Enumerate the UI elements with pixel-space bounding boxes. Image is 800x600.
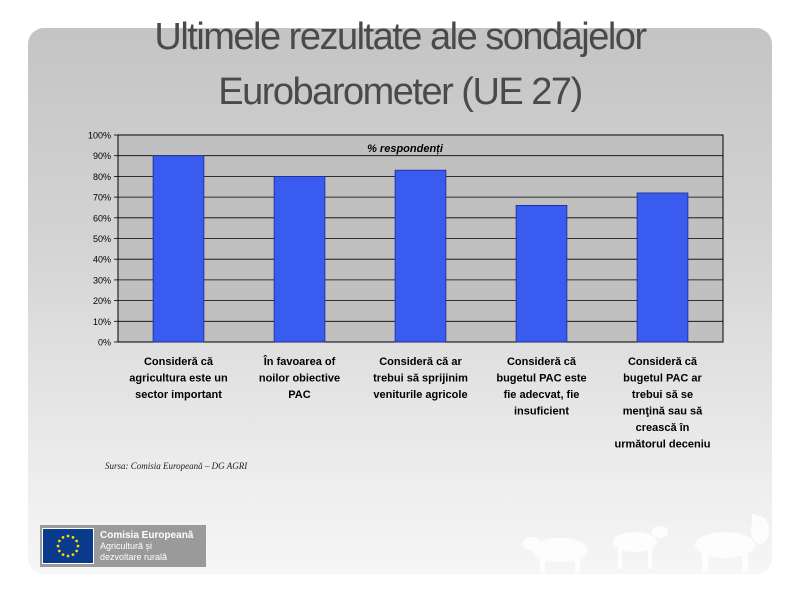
page-title: Ultimele rezultate ale sondajelor Euroba… xyxy=(0,10,800,120)
y-tick-label: 90% xyxy=(93,151,111,161)
source-note: Sursa: Comisia Europeană – DG AGRI xyxy=(105,461,248,471)
y-tick-label: 70% xyxy=(93,193,111,203)
bar-series xyxy=(152,155,689,343)
y-tick-label: 40% xyxy=(93,255,111,265)
y-tick-label: 100% xyxy=(88,131,111,141)
x-category-label: Consideră că bugetul PAC ar trebui să se me… xyxy=(615,356,711,451)
y-tick-label: 0% xyxy=(98,338,111,348)
y-tick-label: 60% xyxy=(93,213,111,223)
eu-star-icon xyxy=(75,539,79,543)
bar xyxy=(152,155,205,343)
eu-star-icon xyxy=(66,534,70,538)
y-tick-label: 30% xyxy=(93,275,111,285)
logo-dept-1: Agricultură și xyxy=(100,540,153,551)
eu-star-icon xyxy=(71,535,75,539)
eu-star-icon xyxy=(75,549,79,553)
y-tick-label: 80% xyxy=(93,172,111,182)
eu-star-icon xyxy=(66,554,70,558)
farm-animals-silhouette xyxy=(523,514,769,573)
bar xyxy=(515,204,568,343)
logo-org: Comisia Europeană xyxy=(100,529,194,541)
y-tick-label: 50% xyxy=(93,234,111,244)
x-category-label: Consideră că ar trebui să sprijinim venitu… xyxy=(373,356,468,401)
y-tick-label: 10% xyxy=(93,317,111,327)
eu-star-icon xyxy=(56,544,60,548)
footer-logo: Comisia Europeană Agricultură și dezvolt… xyxy=(40,525,206,567)
bar xyxy=(636,192,689,343)
x-category-label: Consideră că agricultura este un sector im… xyxy=(129,356,228,401)
logo-text: Comisia Europeană Agricultură și dezvolt… xyxy=(100,530,193,563)
eu-flag-icon xyxy=(42,528,94,564)
eu-star-icon xyxy=(57,539,61,543)
bar xyxy=(394,169,447,343)
y-tick-label: 20% xyxy=(93,296,111,306)
eu-star-icon xyxy=(57,549,61,553)
x-category-label: Consideră că bugetul PAC este fie adecvat,… xyxy=(496,356,586,418)
title-line-1: Ultimele rezultate ale sondajelor xyxy=(154,16,647,58)
eu-star-icon xyxy=(61,535,65,539)
title-line-2: Eurobarometer (UE 27) xyxy=(218,71,583,113)
logo-dept-2: dezvoltare rurală xyxy=(100,551,168,562)
eu-star-icon xyxy=(71,553,75,557)
y-axis-ticks: 0% 10% 20% 30% 40% 50% 60% 70% 80% 90% 100% xyxy=(88,131,118,348)
eu-star-icon xyxy=(76,544,80,548)
bar xyxy=(273,175,326,343)
x-category-label: În favoarea of noilor obiective PAC xyxy=(259,355,340,401)
chart-title: % respondenți xyxy=(367,143,444,155)
x-axis-labels: Consideră că agricultura este un sector im… xyxy=(129,355,710,451)
eu-star-icon xyxy=(61,553,65,557)
